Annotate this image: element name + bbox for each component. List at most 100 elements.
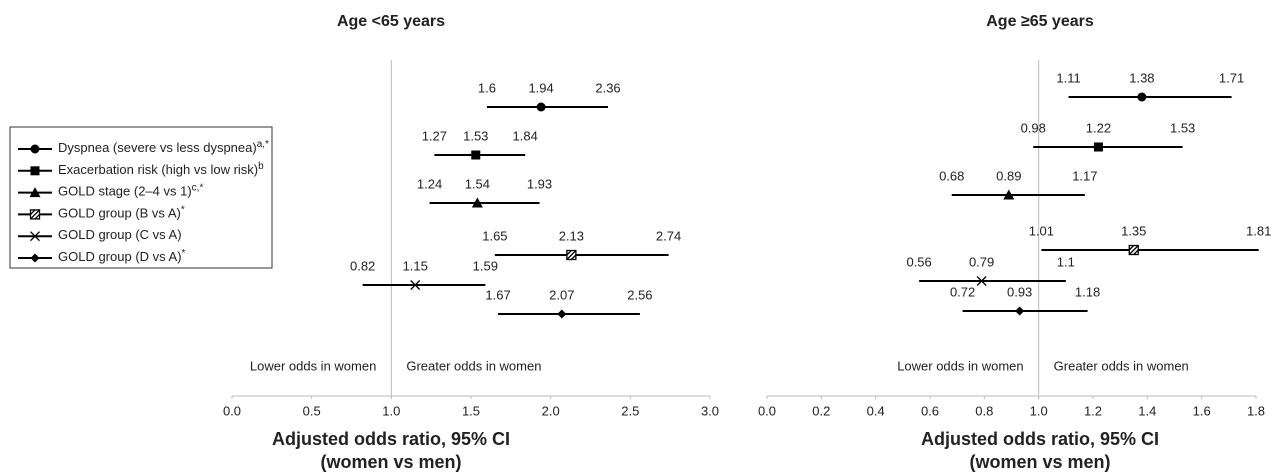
annotation: Greater odds in women [1054,358,1189,373]
x-axis-label: Adjusted odds ratio, 95% CI [272,429,510,449]
data-label: 1.15 [403,258,428,273]
x-tick-label: 1.6 [1193,403,1211,418]
marker-hatch [1128,245,1135,251]
data-label: 1.59 [473,258,498,273]
data-label: 1.65 [482,228,507,243]
x-tick-label: 0.0 [758,403,776,418]
legend-name: GOLD group (B vs A) [58,206,181,221]
data-label: 0.93 [1007,284,1032,299]
marker-hatch [34,213,40,220]
data-label: 0.68 [939,168,964,183]
data-label: 1.84 [513,128,538,143]
marker-hatch [30,209,40,220]
marker-hatch [566,250,577,260]
data-label: 1.6 [478,80,496,95]
x-tick-label: 0.0 [223,403,241,418]
chart-title: Age ≥65 years [986,13,1094,30]
data-label: 0.82 [350,258,375,273]
point-marker [1003,189,1015,200]
legend: Dyspnea (severe vs less dyspnea)a,* Exace… [9,126,273,269]
x-tick-label: 0.8 [975,403,993,418]
x-tick-label: 1.0 [1030,403,1048,418]
x-axis-label: Adjusted odds ratio, 95% CI [921,429,1159,449]
legend-name: Exacerbation risk (high vs low risk) [58,162,258,177]
data-label: 1.17 [1072,168,1097,183]
data-label: 0.79 [969,254,994,269]
legend-name: Dyspnea (severe vs less dyspnea) [58,140,257,155]
chart-title: Age <65 years [337,13,445,30]
data-label: 1.1 [1057,254,1075,269]
marker-square [30,166,40,176]
data-label: 2.13 [559,228,584,243]
annotation: Lower odds in women [897,358,1023,373]
data-label: 1.71 [1219,70,1244,85]
x-tick-label: 1.4 [1138,403,1156,418]
legend-marker [29,209,41,220]
marker-diamond [30,253,40,263]
marker-hatch [570,254,577,260]
data-label: 1.27 [422,128,447,143]
point-marker [1137,92,1147,102]
point-marker [471,197,483,208]
legend-label: Dyspnea (severe vs less dyspnea)a,* [58,139,269,156]
data-label: 2.07 [549,287,574,302]
point-marker [1015,306,1025,316]
legend-box [9,126,273,269]
marker-square [471,150,481,160]
data-label: 1.01 [1029,223,1054,238]
annotation: Greater odds in women [406,358,541,373]
marker-triangle [471,197,483,208]
data-label: 0.89 [996,168,1021,183]
data-label: 1.11 [1056,70,1080,85]
annotation: Lower odds in women [250,358,376,373]
point-marker [1128,244,1139,256]
data-label: 1.38 [1129,70,1154,85]
legend-marker [30,253,40,263]
point-marker [409,280,421,290]
marker-triangle [1003,189,1015,200]
data-label: 1.24 [417,176,442,191]
data-label: 1.81 [1246,223,1271,238]
marker-circle [1137,92,1147,102]
legend-marker [30,144,40,154]
x-tick-label: 0.2 [812,403,830,418]
point-marker [566,249,577,261]
data-label: 1.94 [528,80,553,95]
data-label: 1.53 [463,128,488,143]
marker-square [1093,142,1103,152]
point-marker [557,309,567,319]
x-axis-label: (women vs men) [320,452,461,472]
data-label: 2.56 [627,287,652,302]
x-tick-label: 2.0 [542,403,560,418]
data-label: 1.93 [527,176,552,191]
marker-hatch [1133,249,1139,255]
data-label: 2.74 [656,228,681,243]
marker-diamond [557,309,567,319]
marker-diamond [1015,306,1025,316]
x-tick-label: 2.5 [621,403,639,418]
legend-superscript: * [181,204,185,215]
x-tick-label: 3.0 [701,403,719,418]
data-label: 0.72 [950,284,975,299]
data-label: 0.98 [1021,120,1046,135]
data-label: 1.53 [1170,120,1195,135]
data-label: 1.67 [485,287,510,302]
x-axis-label: (women vs men) [969,452,1110,472]
point-marker [536,102,546,112]
legend-label: GOLD group (B vs A)* [58,204,185,221]
legend-name: GOLD stage (2–4 vs 1) [58,184,192,199]
legend-label: GOLD group (C vs A) [58,228,182,243]
point-marker [471,150,481,160]
legend-marker [29,187,41,198]
x-tick-label: 1.0 [382,403,400,418]
marker-hatch [30,209,36,215]
x-tick-label: 0.5 [303,403,321,418]
legend-superscript: c,* [192,182,204,193]
point-marker [1093,142,1103,152]
x-tick-label: 1.5 [462,403,480,418]
data-label: 1.54 [465,176,490,191]
legend-label: GOLD stage (2–4 vs 1)c,* [58,182,203,199]
data-label: 2.36 [595,80,620,95]
point-marker [976,276,988,286]
